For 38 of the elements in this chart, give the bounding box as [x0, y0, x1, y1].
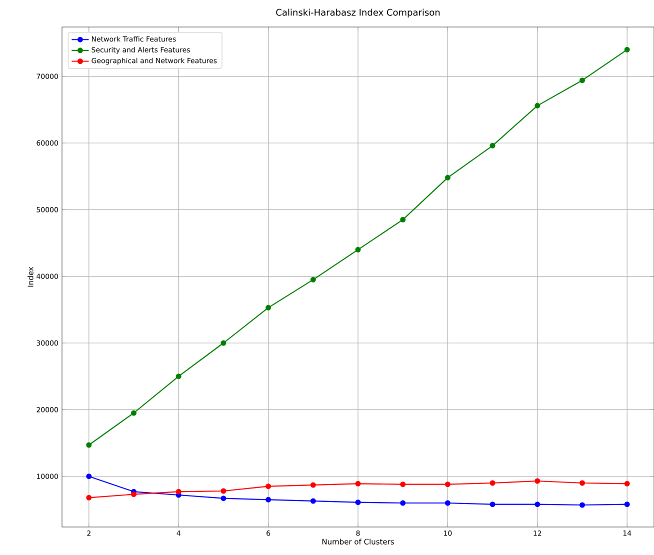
point [86, 442, 92, 448]
point [310, 498, 316, 504]
point [400, 216, 406, 222]
point [579, 78, 585, 84]
point [490, 480, 496, 486]
point [624, 502, 630, 508]
point [176, 488, 182, 494]
point [176, 374, 182, 380]
point [310, 482, 316, 488]
point [355, 480, 361, 486]
point [490, 502, 496, 508]
point [444, 174, 450, 180]
point [266, 304, 272, 310]
point [444, 482, 450, 488]
point [400, 500, 406, 506]
point [624, 480, 630, 486]
point [534, 102, 540, 108]
point [220, 488, 226, 494]
point [266, 484, 272, 490]
point [355, 246, 361, 252]
point [355, 500, 361, 506]
point [266, 496, 272, 502]
point [310, 276, 316, 282]
point [579, 480, 585, 486]
point [220, 340, 226, 346]
point [579, 502, 585, 508]
point [534, 478, 540, 484]
point [400, 482, 406, 488]
point [624, 46, 630, 52]
point [490, 142, 496, 148]
point [444, 500, 450, 506]
point [86, 474, 92, 480]
point [131, 492, 137, 498]
point [220, 496, 226, 502]
point [534, 502, 540, 508]
point [131, 410, 137, 416]
point [86, 494, 92, 500]
chart-title: Calinski-Harabasz Index Comparison [276, 8, 440, 18]
